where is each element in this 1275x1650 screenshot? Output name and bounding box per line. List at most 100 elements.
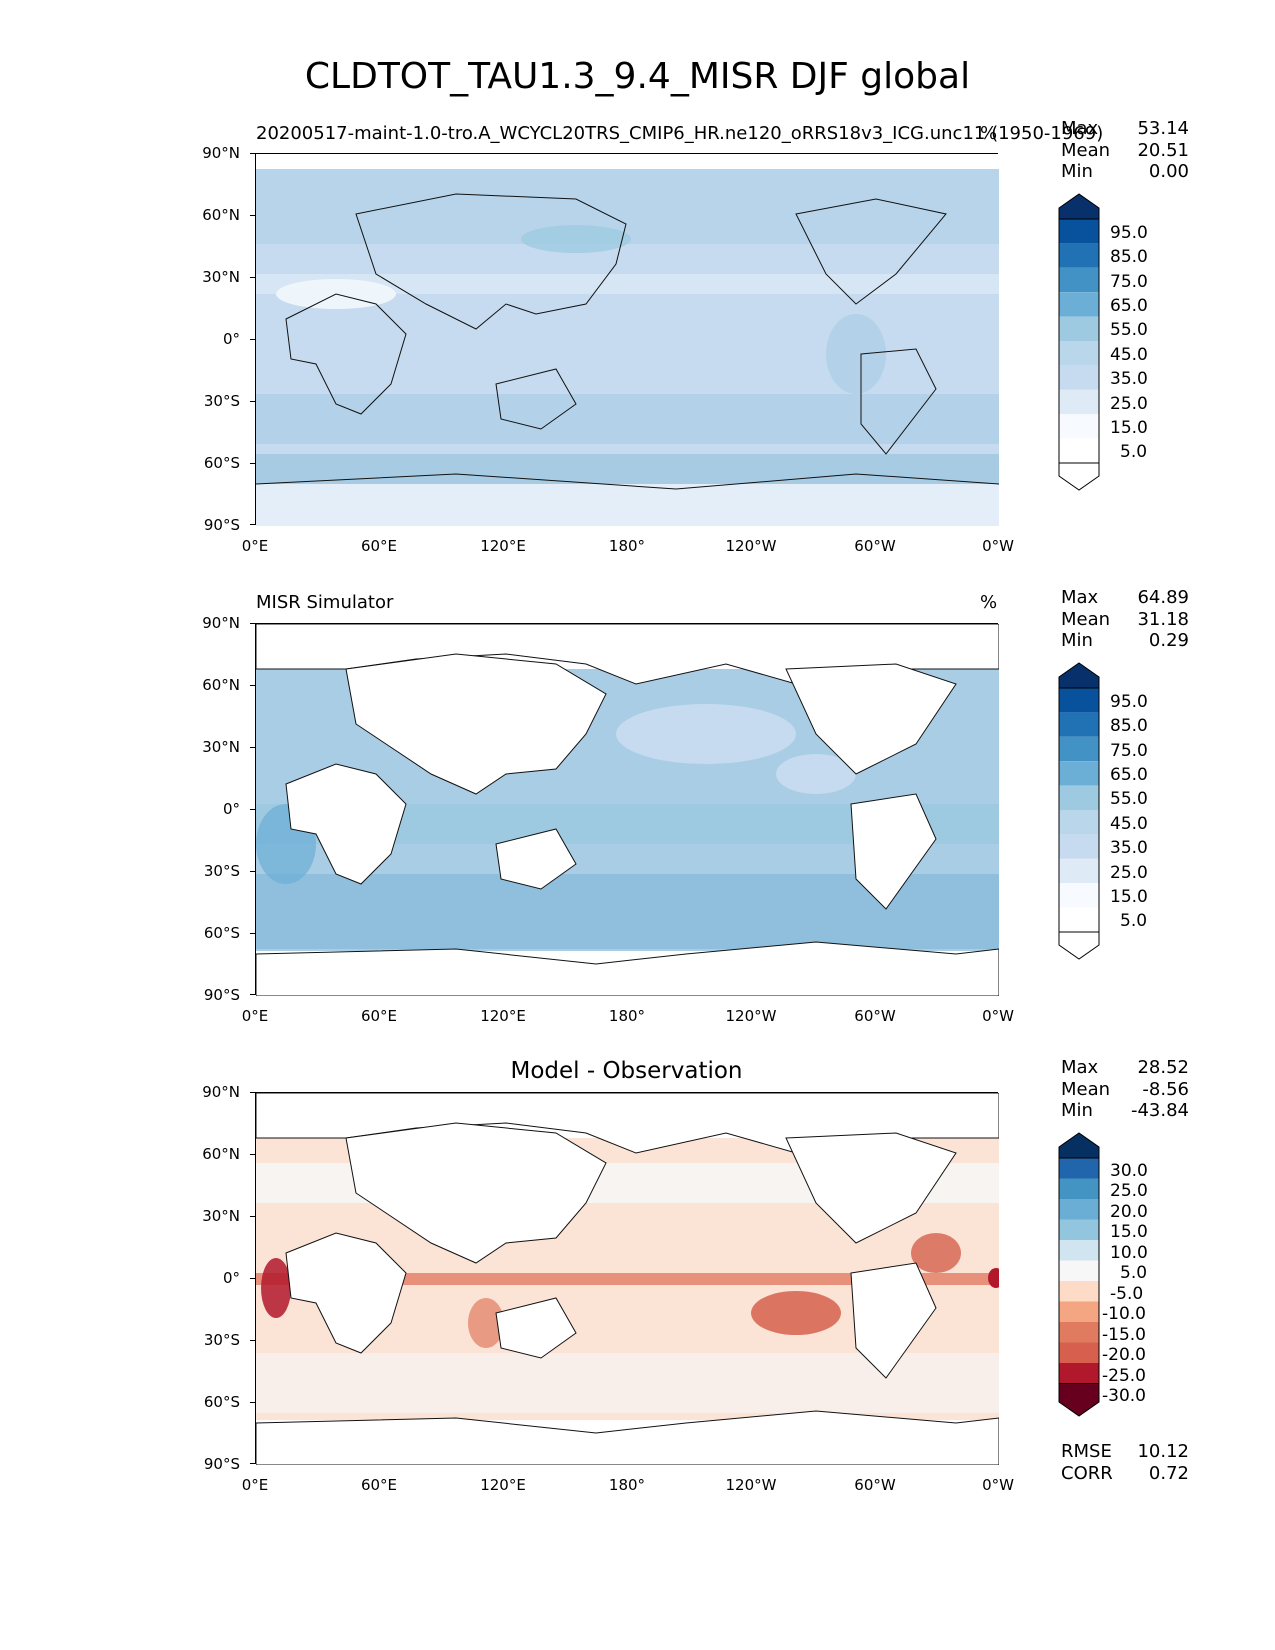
obs-cb-label: 15.0 (1110, 887, 1148, 907)
diff-cb-label: -5.0 (1110, 1284, 1144, 1304)
obs-lon-0e: 0°E (241, 1007, 269, 1025)
model-lon-120e: 120°E (480, 537, 526, 555)
obs-lon-60w: 60°W (854, 1007, 896, 1025)
diff-cb-label: 10.0 (1110, 1243, 1148, 1263)
model-lon-180: 180° (608, 537, 646, 555)
diff-metric-corr: CORR 0.72 (1061, 1462, 1189, 1484)
tick (250, 524, 255, 525)
model-colorbar (1058, 193, 1100, 491)
obs-lon-0w: 0°W (982, 1007, 1014, 1025)
model-subtitle: 20200517-maint-1.0-tro.A_WCYCL20TRS_CMIP… (256, 123, 1104, 144)
model-lat-0: 0° (222, 330, 240, 348)
model-stat-mean: Mean 20.51 (1061, 139, 1189, 161)
obs-lat-0: 0° (222, 800, 240, 818)
obs-lat-60s: 60°S (203, 924, 240, 942)
obs-lon-60e: 60°E (360, 1007, 398, 1025)
model-cb-label: 65.0 (1110, 296, 1148, 316)
model-lon-120w: 120°W (725, 537, 777, 555)
obs-lat-30n: 30°N (202, 738, 240, 756)
tick (250, 1216, 255, 1217)
tick (250, 809, 255, 810)
obs-cb-label: 25.0 (1110, 863, 1148, 883)
model-map-field (256, 154, 999, 526)
model-lon-0e: 0°E (241, 537, 269, 555)
obs-stat-max: Max 64.89 (1061, 587, 1189, 608)
diff-lon-60e: 60°E (360, 1476, 398, 1494)
obs-cb-label: 65.0 (1110, 765, 1148, 785)
diff-lat-30n: 30°N (202, 1207, 240, 1225)
obs-stats: Max 64.89 Mean 31.18 Min 0.29 (1061, 587, 1189, 652)
obs-lat-60n: 60°N (202, 676, 240, 694)
tick (250, 1092, 255, 1093)
model-lon-0w: 0°W (982, 537, 1014, 555)
obs-cb-label: 55.0 (1110, 789, 1148, 809)
tick (250, 215, 255, 216)
obs-units: % (980, 592, 998, 613)
obs-lon-120e: 120°E (480, 1007, 526, 1025)
diff-cb-label: 30.0 (1110, 1161, 1148, 1181)
obs-subtitle: MISR Simulator (256, 592, 394, 613)
model-stat-min: Min 0.00 (1061, 161, 1189, 182)
model-lat-30s: 30°S (203, 392, 240, 410)
model-stats: Max 53.14 Mean 20.51 Min 0.00 (1061, 118, 1189, 183)
diff-cb-label: -15.0 (1102, 1325, 1146, 1345)
model-lat-60n: 60°N (202, 206, 240, 224)
model-cb-label: 95.0 (1110, 223, 1148, 243)
diff-stat-min: Min -43.84 (1061, 1100, 1189, 1121)
obs-colorbar (1058, 662, 1100, 960)
obs-lat-90n: 90°N (202, 614, 240, 632)
obs-cb-label: 85.0 (1110, 716, 1148, 736)
model-stat-max: Max 53.14 (1061, 118, 1189, 139)
model-cb-label: 25.0 (1110, 394, 1148, 414)
diff-cb-label: -10.0 (1102, 1304, 1146, 1324)
model-units: % (980, 123, 998, 144)
model-map (255, 153, 999, 526)
tick (250, 933, 255, 934)
tick (250, 1463, 255, 1464)
diff-cb-label: -30.0 (1102, 1386, 1146, 1406)
obs-stat-min: Min 0.29 (1061, 630, 1189, 651)
diff-stats: Max 28.52 Mean -8.56 Min -43.84 (1061, 1057, 1189, 1122)
tick (250, 871, 255, 872)
model-cb-label: 85.0 (1110, 247, 1148, 267)
diff-lat-60s: 60°S (203, 1393, 240, 1411)
tick (250, 153, 255, 154)
model-cb-label: 75.0 (1110, 272, 1148, 292)
diff-cb-label: -20.0 (1102, 1345, 1146, 1365)
obs-cb-label: 45.0 (1110, 814, 1148, 834)
tick (250, 463, 255, 464)
obs-lon-120w: 120°W (725, 1007, 777, 1025)
model-lat-60s: 60°S (203, 454, 240, 472)
model-lat-90n: 90°N (202, 144, 240, 162)
obs-lon-180: 180° (608, 1007, 646, 1025)
obs-map (255, 623, 999, 996)
tick (250, 1402, 255, 1403)
diff-stat-max: Max 28.52 (1061, 1057, 1189, 1078)
obs-stat-mean: Mean 31.18 (1061, 608, 1189, 630)
obs-lat-90s: 90°S (203, 986, 240, 1004)
diff-lat-0: 0° (222, 1269, 240, 1287)
obs-cb-label: 95.0 (1110, 692, 1148, 712)
diff-lon-0e: 0°E (241, 1476, 269, 1494)
diff-lon-0w: 0°W (982, 1476, 1014, 1494)
diff-lon-180: 180° (608, 1476, 646, 1494)
tick (250, 994, 255, 995)
obs-lat-30s: 30°S (203, 862, 240, 880)
tick (250, 1340, 255, 1341)
tick (250, 623, 255, 624)
tick (250, 1154, 255, 1155)
model-cb-label: 15.0 (1110, 418, 1148, 438)
diff-lat-60n: 60°N (202, 1145, 240, 1163)
model-lat-90s: 90°S (203, 516, 240, 534)
figure-title: CLDTOT_TAU1.3_9.4_MISR DJF global (304, 56, 971, 97)
tick (250, 401, 255, 402)
diff-metrics: RMSE 10.12 CORR 0.72 (1061, 1441, 1189, 1484)
obs-cb-label: 35.0 (1110, 838, 1148, 858)
diff-stat-mean: Mean -8.56 (1061, 1078, 1189, 1100)
tick (250, 747, 255, 748)
tick (250, 277, 255, 278)
model-cb-label: 5.0 (1120, 442, 1148, 462)
tick (250, 1278, 255, 1279)
diff-cb-label: 20.0 (1110, 1202, 1148, 1222)
diff-lon-120w: 120°W (725, 1476, 777, 1494)
